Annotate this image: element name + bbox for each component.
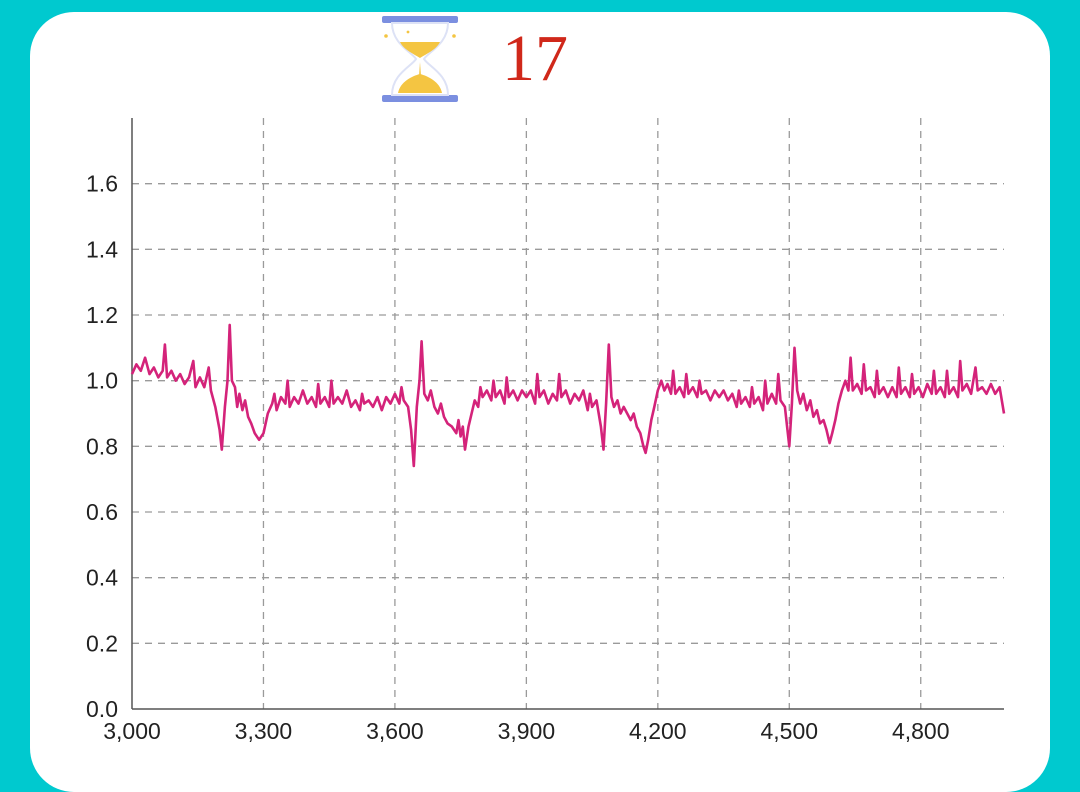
chart-card	[30, 12, 1050, 792]
hourglass-icon	[382, 16, 458, 102]
y-tick-label: 1.6	[86, 171, 118, 197]
y-tick-label: 0.6	[86, 499, 118, 525]
x-tick-label: 3,300	[235, 718, 293, 744]
line-chart: 0.0 0.2 0.4 0.6 0.8 1.0 1.2 1.4 1.6 3,000 3,300 3,6…	[86, 118, 1006, 744]
x-tick-label: 3,600	[366, 718, 424, 744]
x-tick-label: 4,200	[629, 718, 687, 744]
timer-header: 17	[378, 14, 568, 104]
chart-grid	[132, 118, 1004, 709]
y-tick-label: 0.8	[86, 433, 118, 459]
y-tick-label: 0.4	[86, 565, 118, 591]
y-tick-label: 1.4	[86, 236, 118, 262]
timer-value: 17	[502, 22, 568, 95]
series-line	[130, 323, 1006, 468]
x-tick-label: 3,900	[498, 718, 556, 744]
x-tick-label: 4,500	[761, 718, 819, 744]
chart-series	[130, 323, 1006, 468]
y-tick-label: 1.2	[86, 302, 118, 328]
chart-axes	[131, 118, 1004, 710]
x-tick-label: 4,800	[892, 718, 950, 744]
chart-tick-labels: 0.0 0.2 0.4 0.6 0.8 1.0 1.2 1.4 1.6 3,000 3,300 3,6…	[86, 171, 950, 744]
y-tick-label: 0.2	[86, 630, 118, 656]
x-tick-label: 3,000	[103, 718, 161, 744]
y-tick-label: 0.0	[86, 696, 118, 722]
y-tick-label: 1.0	[86, 368, 118, 394]
